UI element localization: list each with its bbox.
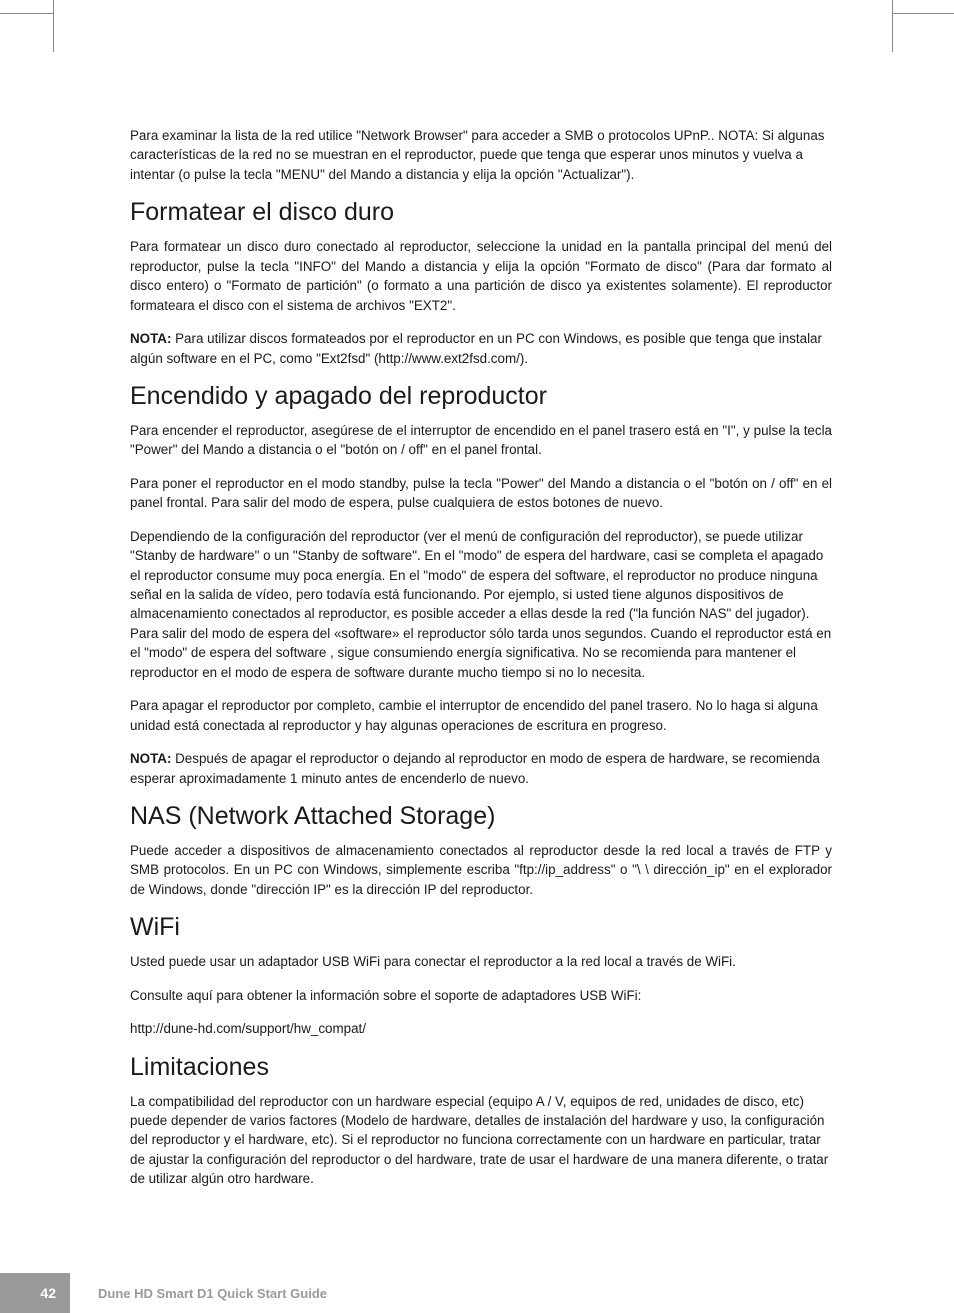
body-paragraph: Para apagar el reproductor por completo,…	[130, 696, 832, 735]
heading-nas: NAS (Network Attached Storage)	[130, 802, 832, 831]
footer-title: Dune HD Smart D1 Quick Start Guide	[98, 1286, 327, 1301]
body-paragraph: Para poner el reproductor en el modo sta…	[130, 474, 832, 513]
note-text: Después de apagar el reproductor o dejan…	[130, 751, 820, 785]
body-paragraph: Para encender el reproductor, asegúrese …	[130, 421, 832, 460]
crop-mark	[892, 0, 906, 52]
body-paragraph: http://dune-hd.com/support/hw_compat/	[130, 1019, 832, 1038]
crop-mark	[0, 13, 54, 14]
crop-mark	[892, 13, 954, 14]
body-paragraph: Usted puede usar un adaptador USB WiFi p…	[130, 952, 832, 971]
heading-wifi: WiFi	[130, 913, 832, 942]
crop-mark	[53, 0, 54, 52]
note-label: NOTA:	[130, 751, 171, 766]
intro-paragraph: Para examinar la lista de la red utilice…	[130, 126, 832, 184]
body-paragraph: Consulte aquí para obtener la informació…	[130, 986, 832, 1005]
body-paragraph-note: NOTA: Para utilizar discos formateados p…	[130, 329, 832, 368]
body-paragraph: Para formatear un disco duro conectado a…	[130, 237, 832, 315]
heading-power: Encendido y apagado del reproductor	[130, 382, 832, 411]
note-text: Para utilizar discos formateados por el …	[130, 331, 822, 365]
heading-limitations: Limitaciones	[130, 1053, 832, 1082]
page-content: Para examinar la lista de la red utilice…	[130, 126, 832, 1203]
body-paragraph-note: NOTA: Después de apagar el reproductor o…	[130, 749, 832, 788]
body-paragraph: La compatibilidad del reproductor con un…	[130, 1092, 832, 1189]
body-paragraph: Puede acceder a dispositivos de almacena…	[130, 841, 832, 899]
body-paragraph: Dependiendo de la configuración del repr…	[130, 527, 832, 683]
heading-format-disk: Formatear el disco duro	[130, 198, 832, 227]
page-number: 42	[0, 1273, 70, 1313]
page-footer: 42 Dune HD Smart D1 Quick Start Guide	[0, 1273, 327, 1313]
note-label: NOTA:	[130, 331, 171, 346]
